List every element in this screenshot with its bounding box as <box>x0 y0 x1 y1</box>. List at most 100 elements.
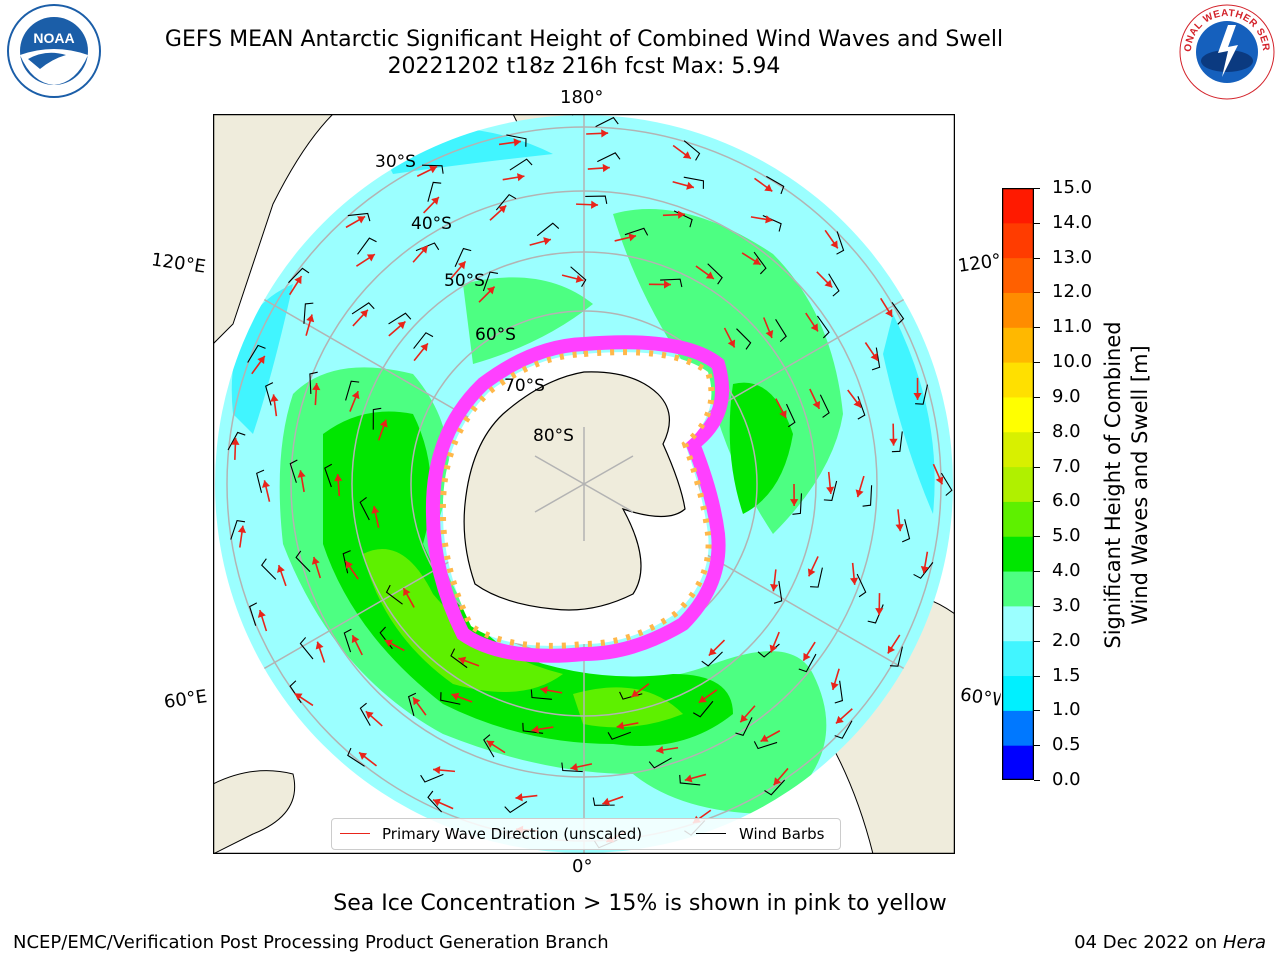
wave-arrow-head <box>486 286 495 295</box>
wind-barb <box>359 702 371 726</box>
australia-land <box>213 114 334 345</box>
wave-arrow-head <box>760 734 769 742</box>
date-text: 04 Dec 2022 on <box>1074 932 1223 953</box>
wave-arrow-head <box>531 725 539 734</box>
wave-arrow-head <box>351 635 360 644</box>
wave-arrow-head <box>885 308 893 317</box>
wind-barb <box>351 302 375 315</box>
wind-barb <box>773 580 783 604</box>
wind-barb <box>309 371 318 394</box>
wave-arrow-head <box>420 245 428 254</box>
wave-arrows-layer <box>231 129 944 843</box>
colorbar-tick-mark <box>1034 710 1040 712</box>
sea-ice-note: Sea Ice Concentration > 15% is shown in … <box>333 891 947 916</box>
wave-arrow-head <box>920 565 929 574</box>
wave-arrow-head <box>403 588 411 597</box>
colorbar-segment <box>1002 466 1034 502</box>
wind-barb <box>256 469 265 493</box>
colorbar-tick-mark <box>1034 222 1040 224</box>
colorbar-tick-mark <box>1034 396 1040 398</box>
wave-arrow-head <box>935 476 944 485</box>
wave-band-5m-south <box>573 687 683 728</box>
wave-arrow-head <box>663 280 671 289</box>
wave-arrow-head <box>498 205 507 214</box>
wave-arrow-head <box>458 656 467 665</box>
wave-arrow-head <box>752 257 761 265</box>
wave-arrow-head <box>895 523 904 532</box>
credit-text: NCEP/EMC/Verification Post Processing Pr… <box>13 932 609 953</box>
colorbar-segment <box>1002 501 1034 537</box>
wave-arrow-head <box>764 183 773 192</box>
colorbar-frame <box>1002 188 1034 780</box>
wind-barb <box>940 472 953 496</box>
wind-barb <box>607 731 632 740</box>
wind-barb <box>230 519 246 540</box>
wave-arrow-head <box>835 715 844 724</box>
wind-barb <box>385 584 403 605</box>
wind-barb <box>764 779 786 796</box>
wave-arrow-head <box>803 652 811 661</box>
wave-arrow-head <box>913 393 922 400</box>
wave-arrow-head <box>334 474 343 482</box>
colorbar-tick-label: 3.0 <box>1052 594 1081 616</box>
host-name: Hera <box>1222 932 1266 953</box>
wind-barb <box>345 380 360 401</box>
colorbar-segment <box>1002 327 1034 363</box>
wind-barb <box>295 550 311 573</box>
colorbar-segment <box>1002 222 1034 259</box>
wind-barb <box>388 312 412 325</box>
wave-arrow-head <box>486 740 495 748</box>
wave-arrow-head <box>312 383 321 391</box>
wave-arrow-head <box>826 486 835 494</box>
colorbar-tick-mark <box>1034 188 1040 189</box>
wave-arrow-head <box>773 777 782 786</box>
wind-barb <box>454 247 472 267</box>
wave-arrow-head <box>765 215 773 224</box>
wave-arrow-head <box>601 129 609 138</box>
wave-arrow-head <box>765 330 774 338</box>
colorbar-tick-mark <box>1034 780 1040 781</box>
wind-barb <box>347 212 371 222</box>
colorbar-tick-label: 8.0 <box>1052 420 1081 442</box>
colorbar-tick-mark <box>1034 640 1040 642</box>
wind-barb <box>247 344 266 363</box>
colorbar-tick-label: 4.0 <box>1052 560 1081 582</box>
wave-arrow-head <box>708 647 717 656</box>
wind-barb <box>819 394 830 418</box>
colorbar-tick-label: 6.0 <box>1052 490 1081 512</box>
wind-barb <box>891 431 903 453</box>
wave-arrow-head <box>433 765 441 775</box>
colorbar-tick-label: 2.0 <box>1052 629 1081 651</box>
sea-ice-edge <box>425 335 730 663</box>
nws-logo-icon: NATIONAL WEATHER SERVICE <box>1178 3 1275 100</box>
map-frame <box>213 114 955 854</box>
wave-arrow-head <box>306 314 315 323</box>
wind-barb <box>834 680 844 704</box>
map-legend: Primary Wave Direction (unscaled) Wind B… <box>331 818 841 850</box>
wind-barb <box>372 407 382 430</box>
wave-arrow-head <box>311 557 320 565</box>
wind-barb <box>823 480 838 502</box>
wind-barb <box>785 403 796 428</box>
wind-barb <box>427 790 443 813</box>
colorbar-label: Significant Height of Combined Wind Wave… <box>1100 275 1156 695</box>
wave-arrow-head <box>351 391 360 400</box>
colorbar-tick-label: 13.0 <box>1052 246 1093 268</box>
wind-barb <box>735 717 753 736</box>
colorbar-segment <box>1002 710 1034 746</box>
wave-arrow-head <box>516 173 525 182</box>
wave-arrow-head <box>360 309 368 318</box>
noaa-logo-text: NOAA <box>33 30 74 46</box>
antarctica-land <box>463 371 686 611</box>
wind-barb <box>816 315 830 339</box>
wave-arrow-head <box>412 697 421 706</box>
wind-barb <box>595 116 619 128</box>
colorbar-label-line2: Wind Waves and Swell [m] <box>1128 345 1152 625</box>
lat-label-60s: 60°S <box>475 325 516 345</box>
wave-arrow-head <box>705 271 714 279</box>
wind-barb <box>536 222 560 237</box>
wave-arrow-head <box>270 394 279 402</box>
wind-barb <box>585 195 608 204</box>
wave-arrow-head <box>575 274 584 283</box>
lat-label-40s: 40°S <box>411 214 452 234</box>
